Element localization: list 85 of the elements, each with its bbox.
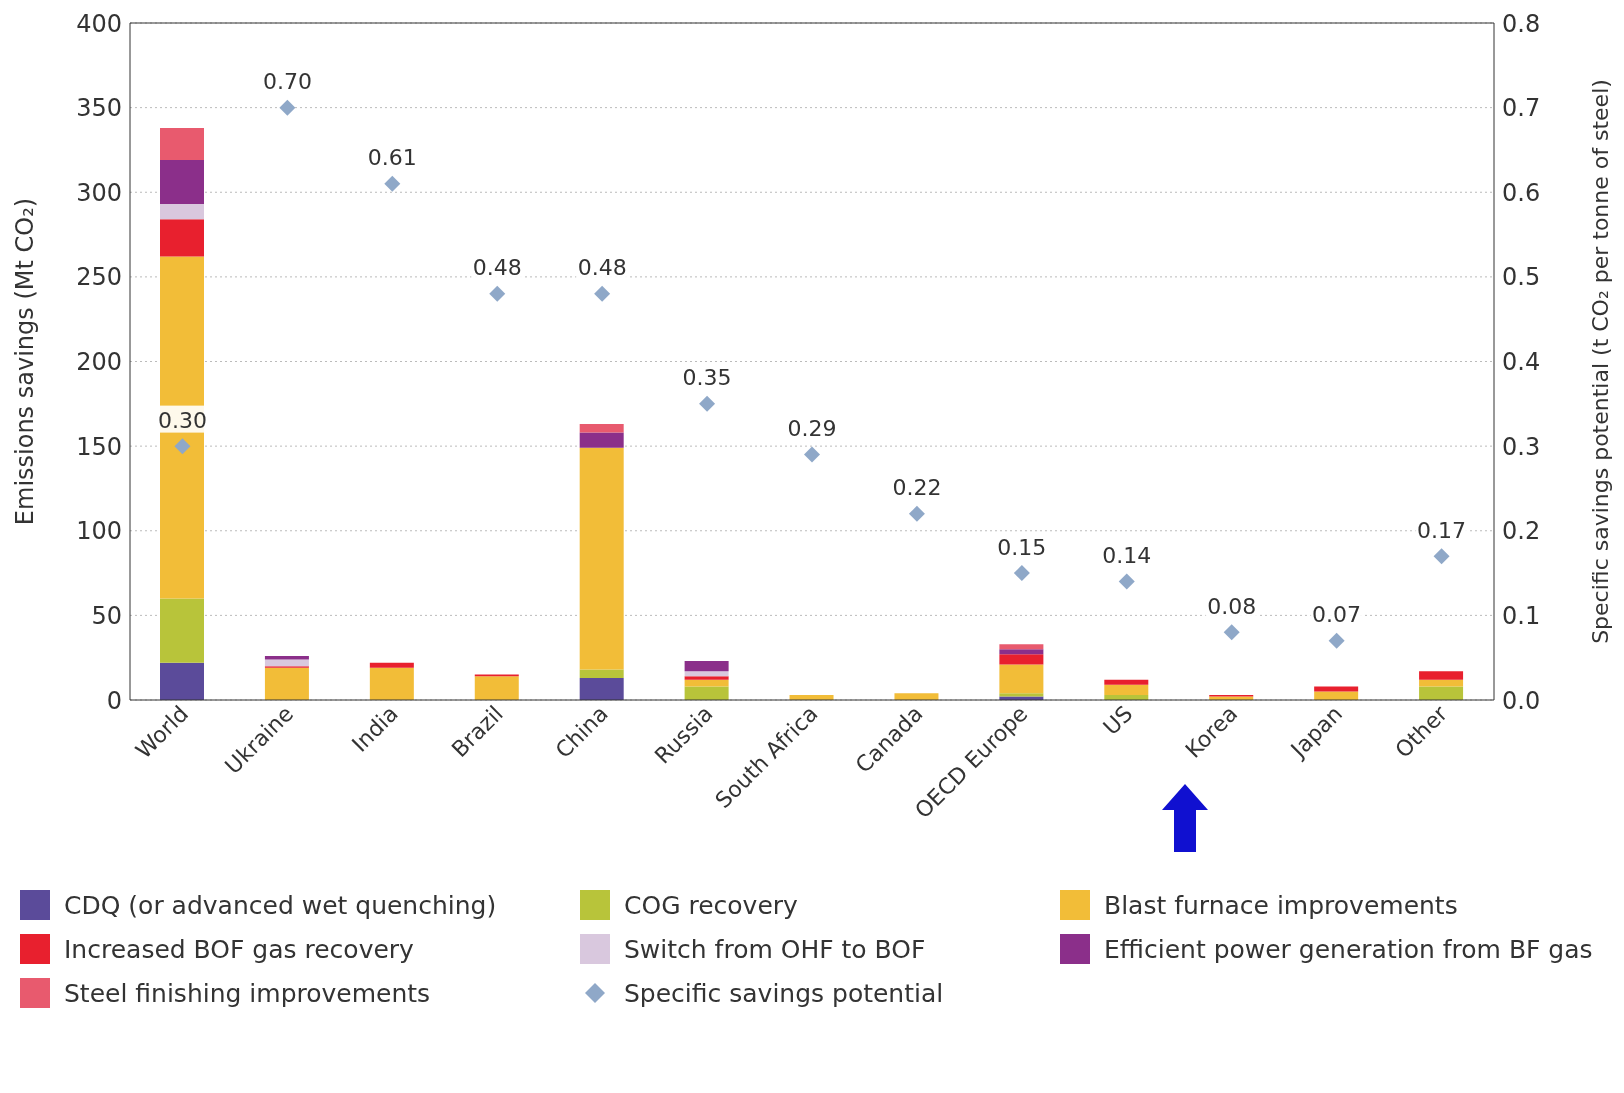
data-label: 0.29 bbox=[787, 416, 837, 442]
y-tick-label: 400 bbox=[76, 9, 122, 38]
point bbox=[279, 99, 296, 116]
bar bbox=[474, 676, 519, 700]
bar bbox=[264, 667, 309, 700]
data-label: 0.07 bbox=[1312, 602, 1362, 628]
legend-label: CDQ (or advanced wet quenching) bbox=[64, 890, 497, 920]
point bbox=[1223, 624, 1240, 641]
bar bbox=[369, 662, 414, 668]
bar bbox=[579, 678, 624, 700]
y-tick-label: 0 bbox=[106, 686, 122, 715]
bar bbox=[369, 667, 414, 700]
y2-tick-label: 0.0 bbox=[1502, 686, 1541, 715]
data-label: 0.15 bbox=[997, 534, 1047, 560]
bar bbox=[1419, 686, 1464, 700]
point bbox=[489, 285, 506, 302]
legend-label: Steel finishing improvements bbox=[64, 978, 431, 1008]
data-label: 0.30 bbox=[157, 407, 207, 433]
y-tick-label: 50 bbox=[91, 601, 122, 630]
legend-label: Specific savings potential bbox=[624, 978, 944, 1008]
bar bbox=[1419, 671, 1464, 680]
bar bbox=[684, 686, 729, 700]
y2-axis-title: Specific savings potential (t CO₂ per tonne of steel) bbox=[1587, 79, 1613, 644]
legend-label: Blast furnace improvements bbox=[1104, 890, 1458, 920]
bar bbox=[160, 204, 204, 220]
bar bbox=[999, 664, 1044, 694]
y2-tick-label: 0.4 bbox=[1502, 348, 1541, 377]
point bbox=[804, 446, 820, 463]
bar bbox=[1104, 679, 1149, 685]
data-label: 0.17 bbox=[1417, 517, 1467, 543]
y-tick-label: 250 bbox=[76, 263, 122, 292]
y2-tick-label: 0.1 bbox=[1502, 601, 1541, 630]
bar bbox=[999, 644, 1044, 650]
y-tick-label: 300 bbox=[76, 178, 122, 207]
x-tick-label: US bbox=[1098, 700, 1138, 740]
bar bbox=[160, 256, 204, 599]
bar bbox=[999, 654, 1044, 665]
legend-label: Efficient power generation from BF gas bbox=[1104, 934, 1593, 964]
bar bbox=[160, 160, 204, 205]
legend-label: Switch from OHF to BOF bbox=[624, 934, 926, 964]
data-label: 0.35 bbox=[682, 365, 732, 391]
point bbox=[1328, 632, 1345, 649]
data-label: 0.61 bbox=[367, 145, 417, 171]
y2-tick-label: 0.7 bbox=[1502, 94, 1541, 123]
bar bbox=[684, 676, 729, 680]
bar bbox=[264, 659, 309, 667]
point bbox=[594, 285, 611, 302]
bar bbox=[1104, 684, 1149, 695]
point bbox=[384, 175, 401, 192]
bar bbox=[999, 649, 1044, 655]
bar bbox=[1314, 686, 1359, 692]
point bbox=[699, 395, 716, 412]
bar bbox=[684, 671, 729, 677]
bar bbox=[160, 662, 204, 700]
y-tick-label: 150 bbox=[76, 432, 122, 461]
data-label: 0.08 bbox=[1207, 593, 1257, 619]
point bbox=[1118, 573, 1135, 590]
point bbox=[908, 505, 925, 522]
bar bbox=[684, 661, 729, 672]
bar bbox=[579, 424, 624, 433]
point bbox=[1013, 565, 1030, 582]
point bbox=[1433, 548, 1450, 565]
y2-tick-label: 0.8 bbox=[1502, 9, 1541, 38]
y2-tick-label: 0.6 bbox=[1502, 178, 1541, 207]
data-label: 0.48 bbox=[472, 255, 522, 281]
legend-label: COG recovery bbox=[624, 890, 798, 920]
legend-label: Increased BOF gas recovery bbox=[64, 934, 414, 964]
point bbox=[174, 438, 191, 455]
bar bbox=[579, 669, 624, 678]
bar bbox=[160, 127, 204, 161]
bar bbox=[160, 598, 204, 663]
y2-tick-label: 0.5 bbox=[1502, 263, 1541, 292]
bar bbox=[579, 447, 624, 670]
y-tick-label: 350 bbox=[76, 94, 122, 123]
data-label: 0.22 bbox=[892, 475, 942, 501]
data-label: 0.48 bbox=[577, 255, 627, 281]
data-label: 0.14 bbox=[1102, 543, 1152, 569]
bar bbox=[579, 432, 624, 448]
y2-tick-label: 0.3 bbox=[1502, 432, 1541, 461]
y2-tick-label: 0.2 bbox=[1502, 517, 1541, 546]
bar bbox=[160, 219, 204, 257]
y-tick-label: 100 bbox=[76, 517, 122, 546]
y-tick-label: 200 bbox=[76, 348, 122, 377]
data-label: 0.70 bbox=[262, 69, 312, 95]
y-axis-title: Emissions savings (Mt CO₂) bbox=[10, 197, 39, 526]
